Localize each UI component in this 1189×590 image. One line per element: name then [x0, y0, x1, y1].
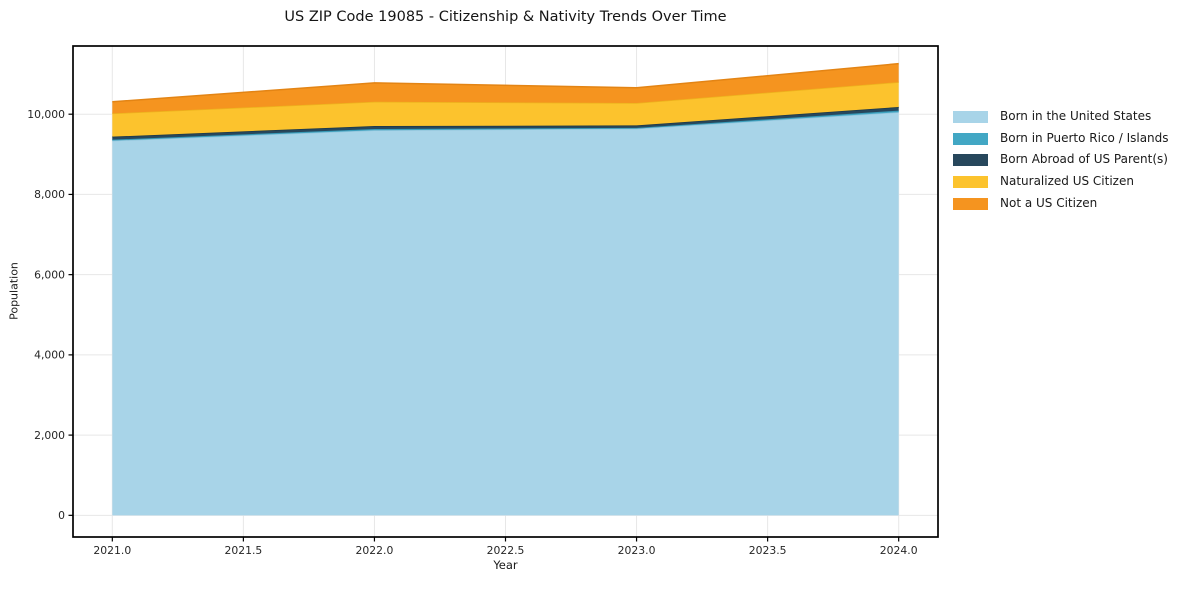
- y-tick-label: 2,000: [34, 429, 65, 442]
- y-tick-label: 6,000: [34, 268, 65, 281]
- legend-swatch: [953, 154, 988, 167]
- legend-swatch: [953, 175, 988, 188]
- x-tick-label: 2021.5: [224, 544, 262, 557]
- y-tick-label: 10,000: [27, 108, 65, 121]
- legend-item-born-abroad-of-us-parent-s: Born Abroad of US Parent(s): [953, 149, 1169, 171]
- ticks: 0 2,000 4,000 6,000 8,000 10,000 2021.0 2021.5 2…: [27, 108, 917, 557]
- area-born-in-the-united-states: [112, 112, 899, 516]
- legend-swatch: [953, 132, 988, 145]
- legend-item-born-in-the-united-states: Born in the United States: [953, 106, 1169, 128]
- legend-label: Born in the United States: [1000, 109, 1152, 123]
- area-naturalized-us-citizen: [112, 82, 899, 137]
- x-tick-label: 2021.0: [93, 544, 131, 557]
- x-axis-label: Year: [493, 558, 518, 572]
- legend-item-not-a-us-citizen: Not a US Citizen: [953, 193, 1169, 215]
- y-tick-label: 4,000: [34, 349, 65, 362]
- legend-label: Born in Puerto Rico / Islands: [1000, 130, 1169, 145]
- legend: Born in the United States Born in Puerto …: [953, 106, 1169, 214]
- legend-item-naturalized-us-citizen: Naturalized US Citizen: [953, 171, 1169, 193]
- x-tick-label: 2022.0: [356, 544, 394, 557]
- legend-label: Not a US Citizen: [1000, 195, 1098, 210]
- legend-label: Born Abroad of US Parent(s): [1000, 152, 1168, 167]
- area-born-abroad-of-us-parent-s: [112, 106, 899, 140]
- stacked-areas: [112, 62, 899, 516]
- x-tick-label: 2023.5: [749, 544, 787, 557]
- y-tick-label: 0: [58, 509, 65, 522]
- x-tick-label: 2023.0: [618, 544, 656, 557]
- area-not-a-us-citizen: [112, 63, 899, 114]
- x-tick-label: 2022.5: [487, 544, 525, 557]
- legend-label: Naturalized US Citizen: [1000, 174, 1134, 189]
- y-tick-label: 8,000: [34, 188, 65, 201]
- y-axis-label: Population: [7, 262, 21, 320]
- area-edge-not-a-us-citizen: [112, 62, 899, 103]
- legend-item-born-in-puerto-rico-islands: Born in Puerto Rico / Islands: [953, 128, 1169, 150]
- legend-swatch: [953, 197, 988, 210]
- legend-swatch: [953, 110, 988, 123]
- x-tick-label: 2024.0: [880, 544, 918, 557]
- chart-title: US ZIP Code 19085 - Citizenship & Nativi…: [284, 9, 727, 25]
